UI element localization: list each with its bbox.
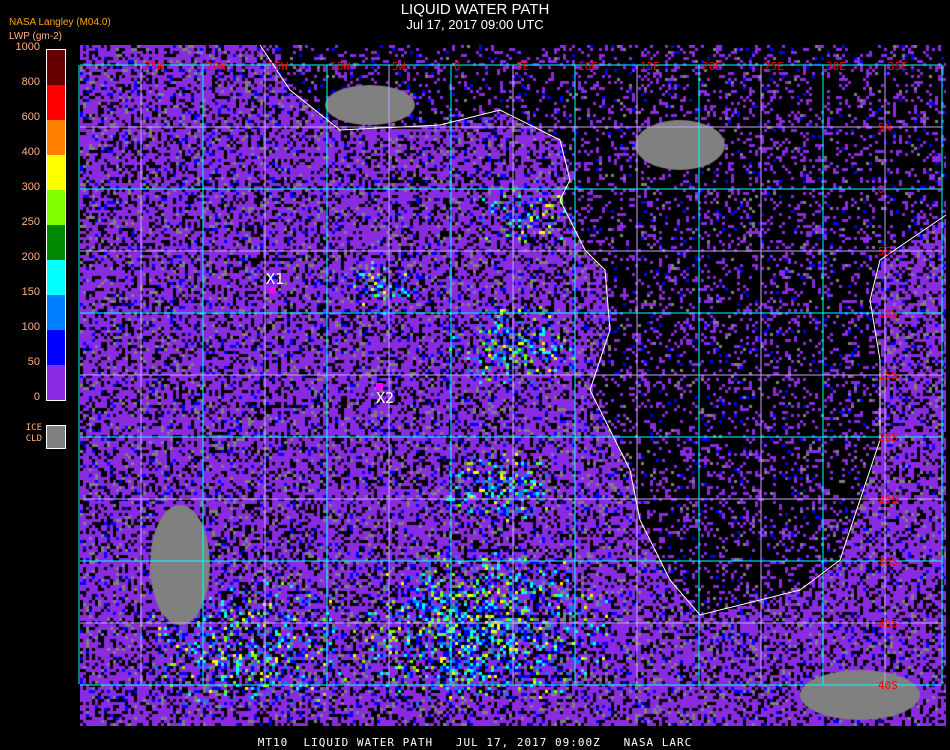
marker-x1[interactable] bbox=[269, 287, 276, 294]
longitude-label: 10W bbox=[330, 60, 350, 73]
longitude-label: 5W bbox=[392, 60, 406, 73]
latitude-label: 10S bbox=[878, 307, 898, 320]
map-subtitle: Jul 17, 2017 09:00 UTC bbox=[406, 17, 544, 32]
legend-swatch bbox=[47, 295, 65, 330]
color-legend-bar bbox=[46, 49, 66, 401]
legend-tick-label: 300 bbox=[21, 181, 40, 193]
legend-tick-label: 1000 bbox=[15, 41, 40, 53]
longitude-label: 15E bbox=[640, 60, 660, 73]
footer-caption: MT10 LIQUID WATER PATH JUL 17, 2017 09:0… bbox=[257, 736, 693, 749]
legend-swatch bbox=[47, 155, 65, 190]
latitude-label: 15S bbox=[878, 369, 898, 382]
longitude-label: 20W bbox=[206, 60, 226, 73]
latitude-label: 30S bbox=[878, 555, 898, 568]
longitude-label: 30E bbox=[826, 60, 846, 73]
legend-tick-label: 50 bbox=[27, 356, 40, 368]
longitude-label: 25E bbox=[764, 60, 784, 73]
legend-tick-label: 100 bbox=[21, 321, 40, 333]
latitude-label: 5N bbox=[878, 121, 891, 134]
legend-swatch bbox=[47, 260, 65, 295]
legend-tick-label: 250 bbox=[21, 216, 40, 228]
latitude-label: 0 bbox=[878, 183, 885, 196]
latitude-label: 40S bbox=[878, 679, 898, 692]
marker-label: X1 bbox=[266, 270, 284, 288]
longitude-label: 35E bbox=[888, 60, 908, 73]
legend-swatch bbox=[47, 225, 65, 260]
legend-tick-label: 600 bbox=[21, 111, 40, 123]
longitude-label: 5E bbox=[516, 60, 529, 73]
legend-swatch bbox=[47, 85, 65, 120]
longitude-label: 15W bbox=[268, 60, 288, 73]
map-title: LIQUID WATER PATH bbox=[400, 1, 550, 18]
legend-tick-label: 200 bbox=[21, 251, 40, 263]
marker-x2[interactable] bbox=[376, 383, 383, 390]
legend-tick-label: 800 bbox=[21, 76, 40, 88]
legend-tick-label: 400 bbox=[21, 146, 40, 158]
latitude-label: 5S bbox=[878, 245, 891, 258]
coastline bbox=[259, 44, 947, 616]
source-label: NASA Langley (M04.0) bbox=[9, 17, 111, 28]
marker-label: X2 bbox=[376, 389, 394, 407]
longitude-label: 20E bbox=[702, 60, 722, 73]
legend-units: LWP (gm-2) bbox=[9, 31, 62, 42]
longitude-label: 10E bbox=[578, 60, 598, 73]
legend-swatch bbox=[47, 50, 65, 85]
longitude-label: 25W bbox=[144, 60, 164, 73]
latitude-label: 35S bbox=[878, 617, 898, 630]
latitude-label: 25S bbox=[878, 493, 898, 506]
ice-cloud-label: ICE CLD bbox=[25, 423, 42, 444]
longitude-label: 0 bbox=[454, 60, 461, 73]
legend-swatch bbox=[47, 330, 65, 365]
legend-swatch bbox=[47, 190, 65, 225]
legend-tick-label: 0 bbox=[33, 391, 40, 403]
ice-cloud-swatch bbox=[46, 425, 66, 449]
legend-tick-label: 150 bbox=[21, 286, 40, 298]
legend-swatch bbox=[47, 365, 65, 400]
legend-swatch bbox=[47, 120, 65, 155]
latitude-label: 20S bbox=[878, 431, 898, 444]
